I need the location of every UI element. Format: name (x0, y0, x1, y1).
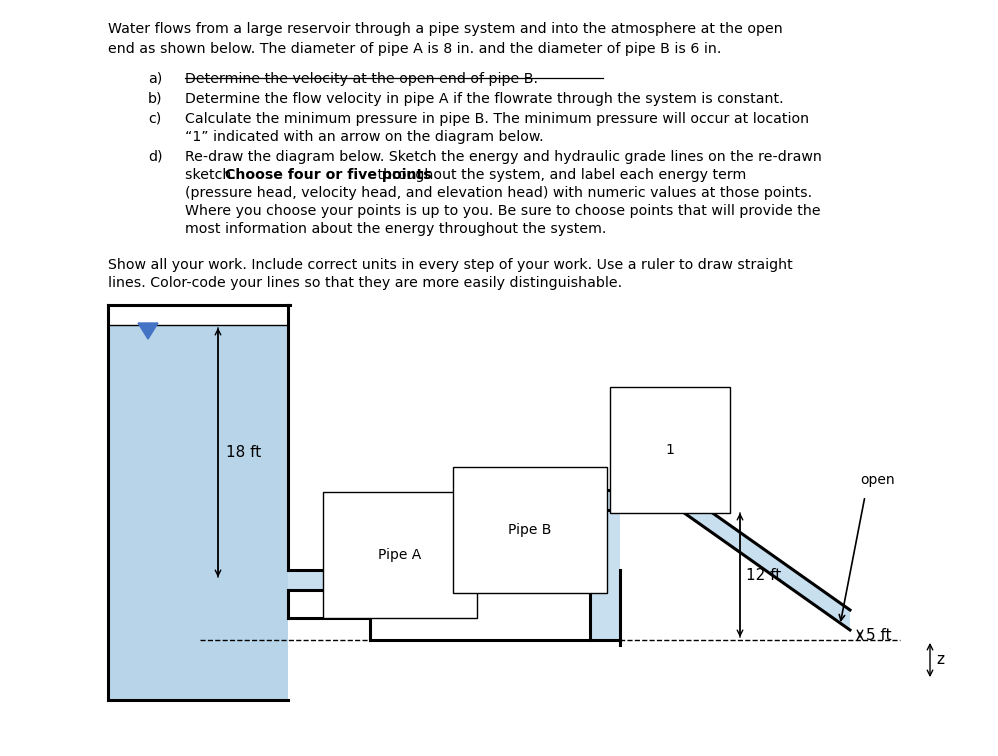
Text: throughout the system, and label each energy term: throughout the system, and label each en… (373, 168, 747, 182)
Polygon shape (680, 490, 850, 630)
Text: 5 ft: 5 ft (866, 627, 891, 643)
Text: a): a) (148, 72, 163, 86)
Text: b): b) (148, 92, 163, 106)
Polygon shape (108, 325, 288, 700)
Text: 1: 1 (666, 443, 675, 457)
Text: lines. Color-code your lines so that they are more easily distinguishable.: lines. Color-code your lines so that the… (108, 276, 622, 290)
Text: 18 ft: 18 ft (226, 445, 261, 460)
Polygon shape (138, 323, 158, 339)
Text: d): d) (148, 150, 163, 164)
Polygon shape (288, 570, 590, 590)
Text: sketch.: sketch. (185, 168, 241, 182)
Text: most information about the energy throughout the system.: most information about the energy throug… (185, 222, 607, 236)
Text: Calculate the minimum pressure in pipe B. The minimum pressure will occur at loc: Calculate the minimum pressure in pipe B… (185, 112, 809, 126)
Text: 12 ft: 12 ft (746, 568, 781, 583)
Polygon shape (590, 500, 620, 640)
Text: Determine the flow velocity in pipe A if the flowrate through the system is cons: Determine the flow velocity in pipe A if… (185, 92, 783, 106)
Text: end as shown below. The diameter of pipe A is 8 in. and the diameter of pipe B i: end as shown below. The diameter of pipe… (108, 42, 722, 56)
Text: Water flows from a large reservoir through a pipe system and into the atmosphere: Water flows from a large reservoir throu… (108, 22, 782, 36)
Text: Choose four or five points: Choose four or five points (225, 168, 431, 182)
Text: Re-draw the diagram below. Sketch the energy and hydraulic grade lines on the re: Re-draw the diagram below. Sketch the en… (185, 150, 822, 164)
Polygon shape (590, 490, 680, 510)
Text: (pressure head, velocity head, and elevation head) with numeric values at those : (pressure head, velocity head, and eleva… (185, 186, 812, 200)
Text: z: z (936, 652, 944, 668)
Text: open: open (860, 473, 894, 487)
Text: “1” indicated with an arrow on the diagram below.: “1” indicated with an arrow on the diagr… (185, 130, 544, 144)
Text: Where you choose your points is up to you. Be sure to choose points that will pr: Where you choose your points is up to yo… (185, 204, 820, 218)
Text: Show all your work. Include correct units in every step of your work. Use a rule: Show all your work. Include correct unit… (108, 258, 792, 272)
Text: Determine the velocity at the open end of pipe B.: Determine the velocity at the open end o… (185, 72, 538, 86)
Text: Pipe A: Pipe A (378, 548, 421, 562)
Text: Pipe B: Pipe B (508, 523, 552, 537)
Text: c): c) (148, 112, 162, 126)
